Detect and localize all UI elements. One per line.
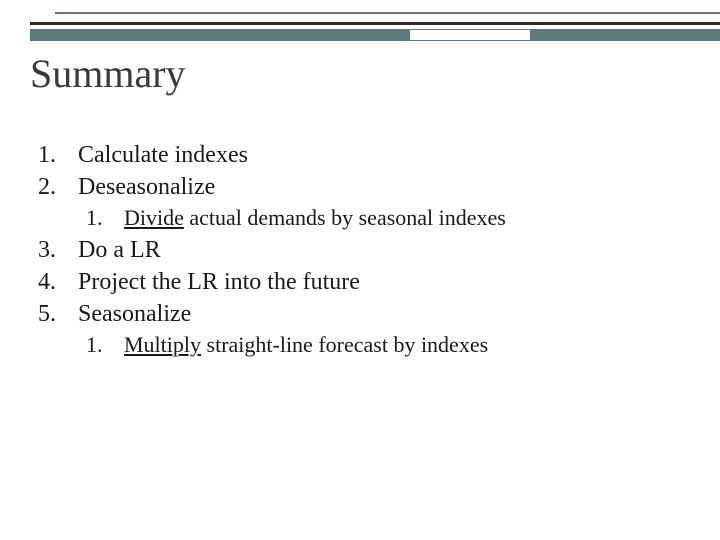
- list-text: Calculate indexes: [78, 140, 248, 170]
- list-number: 2.: [30, 172, 78, 202]
- rest-text: actual demands by seasonal indexes: [184, 205, 506, 230]
- list-number: 4.: [30, 267, 78, 297]
- list-number: 5.: [30, 299, 78, 329]
- header-decoration: [0, 12, 720, 44]
- header-line-mid: [30, 22, 720, 25]
- list-number: 1.: [78, 204, 124, 233]
- slide-title: Summary: [30, 50, 186, 97]
- list-number: 1.: [78, 331, 124, 360]
- list-item-sub: 1. Multiply straight-line forecast by in…: [78, 331, 690, 360]
- list-text: Multiply straight-line forecast by index…: [124, 331, 488, 360]
- header-line-bottom: [30, 29, 720, 41]
- list-item: 5. Seasonalize: [30, 299, 690, 329]
- list-text: Project the LR into the future: [78, 267, 360, 297]
- rest-text: straight-line forecast by indexes: [201, 332, 488, 357]
- list-item: 4. Project the LR into the future: [30, 267, 690, 297]
- header-line-top: [55, 12, 720, 14]
- list-text: Divide actual demands by seasonal indexe…: [124, 204, 506, 233]
- list-item: 1. Calculate indexes: [30, 140, 690, 170]
- slide: Summary 1. Calculate indexes 2. Deseason…: [0, 0, 720, 540]
- list-item: 3. Do a LR: [30, 235, 690, 265]
- header-gap: [410, 30, 530, 40]
- list-text: Do a LR: [78, 235, 161, 265]
- list-item: 2. Deseasonalize: [30, 172, 690, 202]
- list-number: 1.: [30, 140, 78, 170]
- slide-content: 1. Calculate indexes 2. Deseasonalize 1.…: [30, 140, 690, 361]
- list-item-sub: 1. Divide actual demands by seasonal ind…: [78, 204, 690, 233]
- underline-text: Multiply: [124, 332, 201, 357]
- list-text: Deseasonalize: [78, 172, 215, 202]
- list-text: Seasonalize: [78, 299, 191, 329]
- underline-text: Divide: [124, 205, 184, 230]
- list-number: 3.: [30, 235, 78, 265]
